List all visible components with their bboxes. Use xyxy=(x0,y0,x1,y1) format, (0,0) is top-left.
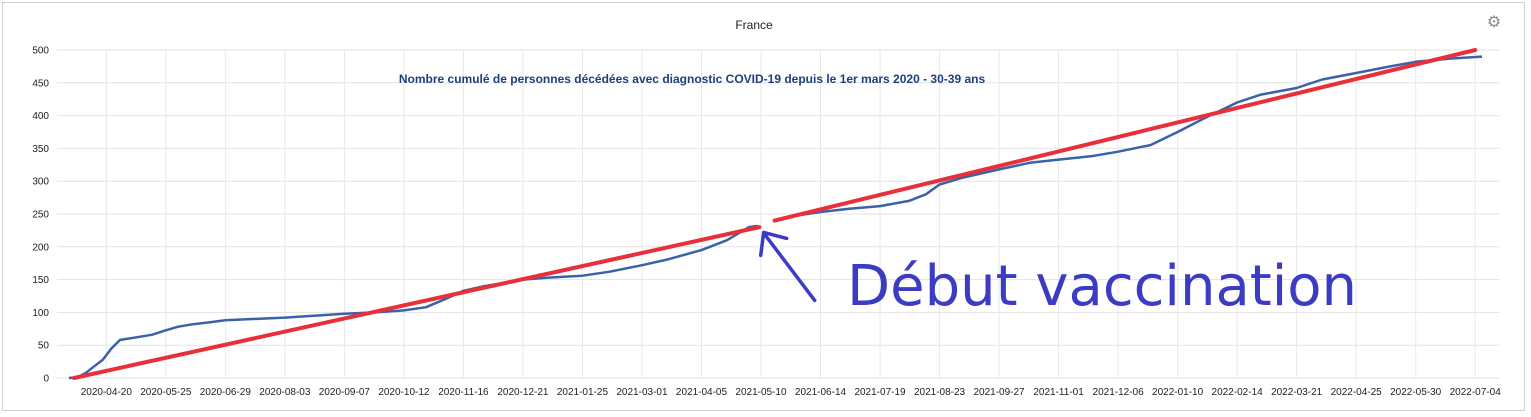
y-tick-label: 250 xyxy=(32,210,49,221)
x-tick-label: 2022-04-25 xyxy=(1331,387,1383,398)
chart-canvas: 0 50 100 150 200 250 300 350 400 450 500 2020-04-2… xyxy=(32,12,1501,398)
x-tick-label: 2020-05-25 xyxy=(140,387,192,398)
series-line-segment xyxy=(774,55,1483,223)
y-tick-label: 100 xyxy=(32,308,49,319)
x-tick-label: 2021-08-23 xyxy=(914,387,966,398)
chart-subtitle: Nombre cumulé de personnes décédées avec… xyxy=(399,72,986,86)
y-tick-label: 50 xyxy=(38,341,50,352)
chart-frame: 0 50 100 150 200 250 300 350 400 450 500 2020-04-2… xyxy=(2,2,1525,411)
chart-grid xyxy=(57,49,1499,379)
chart-overlays xyxy=(72,48,1478,380)
x-tick-label: 2021-03-01 xyxy=(616,387,668,398)
x-tick-label: 2022-03-21 xyxy=(1271,387,1323,398)
x-tick-label: 2020-04-20 xyxy=(81,387,133,398)
chart-series xyxy=(68,55,1483,380)
x-tick-label: 2021-07-19 xyxy=(854,387,906,398)
y-tick-label: 400 xyxy=(32,111,49,122)
x-tick-label: 2020-09-07 xyxy=(319,387,371,398)
y-tick-label: 200 xyxy=(32,242,49,253)
gear-icon[interactable]: ⚙ xyxy=(1487,12,1501,31)
x-tick-label: 2021-04-05 xyxy=(676,387,728,398)
x-tick-label: 2020-10-12 xyxy=(378,387,430,398)
x-tick-label: 2020-12-21 xyxy=(497,387,549,398)
x-tick-label: 2022-02-14 xyxy=(1212,387,1264,398)
x-tick-label: 2020-06-29 xyxy=(200,387,252,398)
y-tick-label: 150 xyxy=(32,275,49,286)
y-tick-label: 300 xyxy=(32,177,49,188)
x-tick-label: 2022-07-04 xyxy=(1450,387,1502,398)
x-tick-label: 2022-01-10 xyxy=(1152,387,1204,398)
x-tick-label: 2020-11-16 xyxy=(438,387,489,398)
y-tick-label: 0 xyxy=(43,374,49,385)
annotation-arrow xyxy=(758,230,817,303)
x-tick-label: 2021-05-10 xyxy=(735,387,787,398)
x-tick-label: 2020-08-03 xyxy=(259,387,311,398)
trend-line xyxy=(772,48,1478,223)
y-tick-label: 350 xyxy=(32,144,49,155)
x-tick-label: 2021-09-27 xyxy=(973,387,1025,398)
y-tick-label: 450 xyxy=(32,78,49,89)
series-line-segment xyxy=(68,224,758,380)
y-axis: 0 50 100 150 200 250 300 350 400 450 500 xyxy=(32,46,49,385)
x-axis: 2020-04-20 2020-05-25 2020-06-29 2020-08-03… xyxy=(81,387,1501,398)
x-tick-label: 2022-05-30 xyxy=(1390,387,1442,398)
y-tick-label: 500 xyxy=(32,46,49,57)
x-tick-label: 2021-06-14 xyxy=(795,387,847,398)
x-tick-label: 2021-12-06 xyxy=(1093,387,1145,398)
trend-line xyxy=(72,225,762,380)
x-tick-label: 2021-11-01 xyxy=(1033,387,1084,398)
annotation-text: Début vaccination xyxy=(847,254,1357,319)
chart-title: France xyxy=(735,18,773,32)
x-tick-label: 2021-01-25 xyxy=(557,387,609,398)
